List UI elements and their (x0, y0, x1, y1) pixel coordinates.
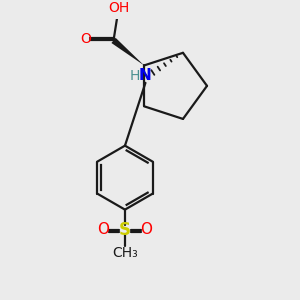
Text: OH: OH (109, 1, 130, 15)
Text: S: S (119, 220, 131, 238)
Text: CH₃: CH₃ (112, 246, 138, 260)
Text: O: O (98, 222, 110, 237)
Text: N: N (139, 68, 152, 83)
Text: H: H (130, 69, 140, 83)
Text: O: O (80, 32, 91, 46)
Polygon shape (111, 38, 144, 65)
Text: O: O (140, 222, 152, 237)
